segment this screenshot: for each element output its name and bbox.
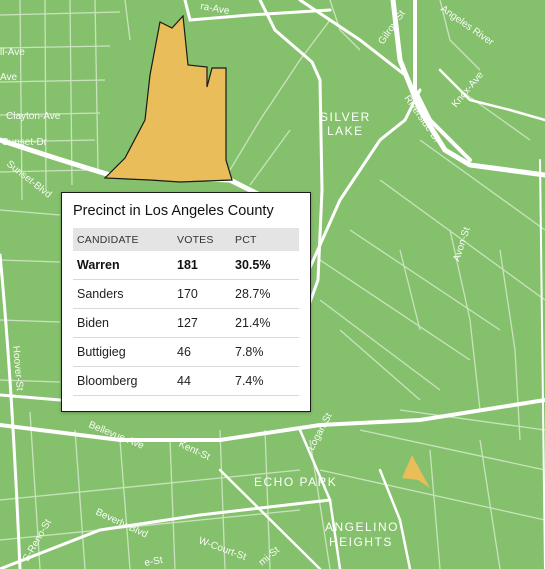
candidate-name: Buttigieg (73, 337, 173, 367)
candidate-pct: 7.8% (231, 337, 299, 367)
neighborhood-echo-park: ECHO PARK (254, 475, 337, 489)
precinct-shape-main[interactable] (103, 14, 233, 183)
street-label-ave: Ave (0, 72, 17, 83)
header-pct: PCT (231, 228, 299, 251)
table-row-winner: Warren 181 30.5% (73, 251, 299, 280)
table-row: Bloomberg 44 7.4% (73, 366, 299, 396)
street-label-aurora: ra-Ave (199, 1, 230, 17)
street-label-avon: Avon-St (451, 226, 472, 263)
header-votes: VOTES (173, 228, 231, 251)
neighborhood-lake: LAKE (327, 124, 364, 138)
candidate-votes: 46 (173, 337, 231, 367)
candidate-name: Biden (73, 308, 173, 338)
precinct-shape-angelino[interactable] (402, 455, 430, 488)
candidate-name: Warren (73, 251, 173, 280)
table-row: Buttigieg 46 7.8% (73, 337, 299, 367)
street-label-ell-ave: ll-Ave (0, 47, 25, 58)
neighborhood-labels: SILVER LAKE ECHO PARK ANGELINO HEIGHTS (254, 110, 399, 549)
header-candidate: CANDIDATE (73, 228, 173, 251)
neighborhood-heights: HEIGHTS (329, 535, 393, 549)
street-label-w-court: W-Court-St (197, 535, 248, 562)
neighborhood-angelino: ANGELINO (325, 520, 399, 534)
street-label-hoover: Hoover-St (10, 345, 25, 391)
candidate-pct: 21.4% (231, 308, 299, 338)
candidate-pct: 28.7% (231, 279, 299, 309)
street-label-kent: Kent-St (177, 439, 212, 463)
candidate-votes: 44 (173, 366, 231, 396)
candidate-pct: 7.4% (231, 366, 299, 396)
popup-title: Precinct in Los Angeles County (73, 203, 274, 219)
street-label-clayton: Clayton-Ave (6, 111, 61, 122)
candidate-pct: 30.5% (231, 251, 299, 280)
table-row: Biden 127 21.4% (73, 308, 299, 338)
results-header-row: CANDIDATE VOTES PCT (73, 228, 299, 251)
precinct-results-popup: Precinct in Los Angeles County CANDIDATE… (61, 192, 311, 412)
street-label-logan: Logan-St (306, 411, 335, 452)
table-row: Sanders 170 28.7% (73, 279, 299, 309)
candidate-votes: 127 (173, 308, 231, 338)
candidate-votes: 181 (173, 251, 231, 280)
candidate-votes: 170 (173, 279, 231, 309)
neighborhood-silver: SILVER (320, 110, 371, 124)
candidate-name: Bloomberg (73, 366, 173, 396)
results-table: CANDIDATE VOTES PCT Warren 181 30.5% San… (73, 228, 299, 396)
candidate-name: Sanders (73, 279, 173, 309)
street-label-e-st: e-St (144, 555, 164, 569)
street-label-sunset-dr: Sunset-Dr (2, 137, 48, 148)
